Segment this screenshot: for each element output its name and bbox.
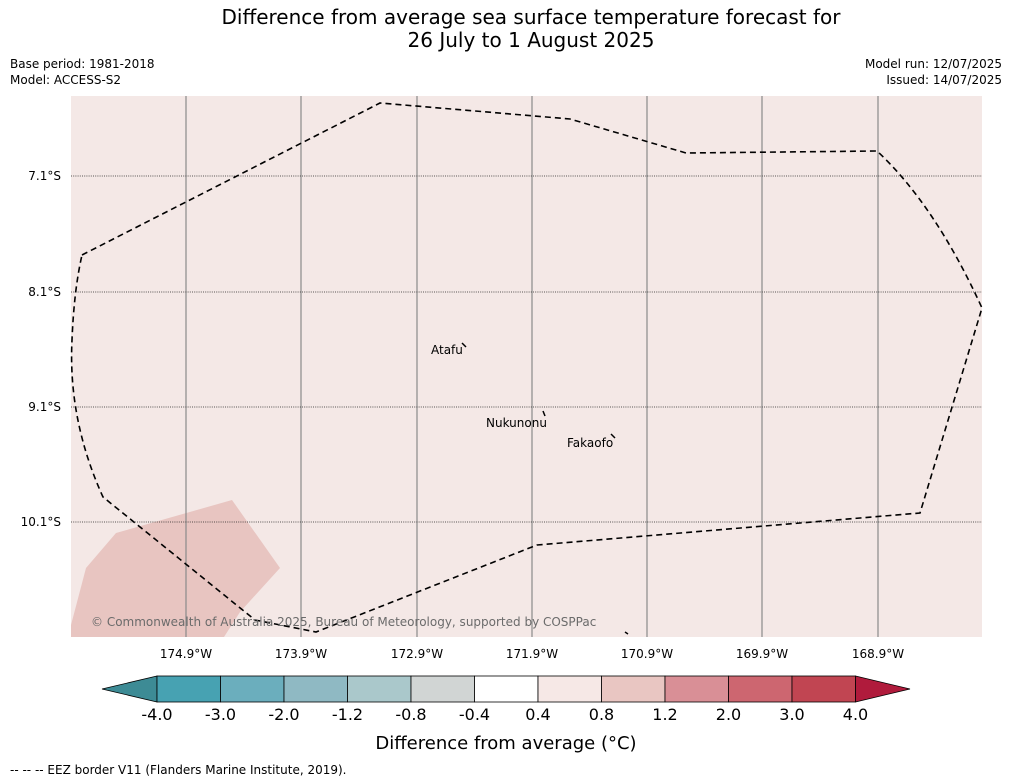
model-run: Model run: 12/07/2025 [864, 57, 1002, 71]
colorbar-segment [410, 675, 475, 703]
meta-right: Model run: 12/07/2025 Issued: 14/07/2025 [865, 56, 1002, 88]
map-title: Difference from average sea surface temp… [0, 6, 1011, 52]
colorbar-segment [220, 675, 285, 703]
issued-date: Issued: 14/07/2025 [886, 73, 1002, 87]
lon-label: 172.9°W [391, 647, 443, 661]
place-label-fakaofo: Fakaofo [567, 436, 613, 450]
lon-label: 173.9°W [275, 647, 327, 661]
warm-anomaly-area [71, 500, 280, 637]
meridian-lines [185, 96, 879, 637]
colorbar-arrow-low [101, 675, 158, 703]
nukunonu-island [542, 410, 546, 417]
model-name: Model: ACCESS-S2 [10, 73, 122, 87]
colorbar-tick-label: 0.8 [589, 705, 614, 724]
colorbar-tick-label: -4.0 [141, 705, 172, 724]
fakaofo-island [610, 433, 616, 439]
lat-label: 9.1°S [28, 400, 61, 414]
title-line-2: 26 July to 1 August 2025 [407, 28, 655, 52]
lat-label: 7.1°S [28, 169, 61, 183]
lat-label: 8.1°S [28, 285, 61, 299]
colorbar-tick-label: 0.4 [525, 705, 550, 724]
lon-label: 171.9°W [506, 647, 558, 661]
colorbar-segment [537, 675, 602, 703]
meta-left: Base period: 1981-2018 Model: ACCESS-S2 [10, 56, 155, 88]
colorbar-segment [474, 675, 539, 703]
lon-label: 168.9°W [852, 647, 904, 661]
parallel-lines [71, 175, 982, 523]
colorbar-tick-label: 4.0 [843, 705, 868, 724]
lat-label: 10.1°S [21, 515, 61, 529]
colorbar-tick-label: 2.0 [716, 705, 741, 724]
colorbar-tick-label: 3.0 [779, 705, 804, 724]
colorbar-segment [601, 675, 666, 703]
eez-border [70, 102, 983, 633]
title-line-1: Difference from average sea surface temp… [221, 5, 841, 29]
place-label-nukunonu: Nukunonu [486, 416, 547, 430]
colorbar-tick-label: -0.4 [459, 705, 490, 724]
atafu-island [461, 342, 467, 348]
small-island [624, 631, 629, 635]
colorbar-tick-label: -1.2 [332, 705, 363, 724]
colorbar-segment [283, 675, 348, 703]
eez-legend-note: -- -- -- EEZ border V11 (Flanders Marine… [10, 763, 347, 777]
colorbar-segment [728, 675, 793, 703]
colorbar-arrow-high [855, 675, 911, 703]
colorbar-tick-label: -3.0 [205, 705, 236, 724]
colorbar-segment [156, 675, 221, 703]
colorbar [101, 675, 911, 703]
place-label-atafu: Atafu [431, 343, 463, 357]
colorbar-segment [791, 675, 856, 703]
colorbar-tick-label: -2.0 [268, 705, 299, 724]
lon-label: 174.9°W [160, 647, 212, 661]
islands [461, 342, 629, 635]
lon-label: 170.9°W [621, 647, 673, 661]
colorbar-title: Difference from average (°C) [375, 733, 636, 754]
copyright-notice: © Commonwealth of Australia 2025, Bureau… [91, 615, 596, 629]
colorbar-tick-label: -0.8 [395, 705, 426, 724]
colorbar-tick-label: 1.2 [652, 705, 677, 724]
base-period: Base period: 1981-2018 [10, 57, 155, 71]
colorbar-segment [347, 675, 412, 703]
lon-label: 169.9°W [736, 647, 788, 661]
colorbar-segment [664, 675, 729, 703]
